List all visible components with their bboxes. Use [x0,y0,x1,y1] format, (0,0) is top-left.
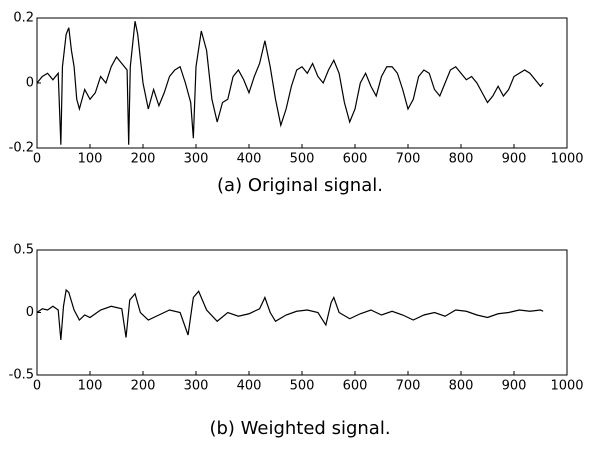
x-tick-label: 800 [449,152,474,167]
x-tick-label: 1000 [550,379,583,394]
x-tick-label: 200 [131,379,156,394]
x-tick-label: 700 [396,152,421,167]
plot-frame [36,249,568,376]
y-tick-label: 0.2 [13,11,34,26]
x-tick-label: 900 [502,152,527,167]
x-tick-label: 200 [131,152,156,167]
y-tick-label: 0 [26,305,34,320]
caption: (a) Original signal. [217,175,383,196]
y-tick-label: -0.2 [9,141,34,156]
x-tick-label: 1000 [550,152,583,167]
x-tick-label: 0 [33,379,41,394]
x-tick-label: 100 [78,152,103,167]
x-tick-label: 500 [290,379,315,394]
signal-line [36,21,544,145]
x-tick-label: 800 [449,379,474,394]
caption: (b) Weighted signal. [209,418,390,439]
x-tick-label: 400 [237,379,262,394]
x-tick-label: 100 [78,379,103,394]
y-tick-label: 0 [26,76,34,91]
x-tick-label: 600 [343,379,368,394]
x-tick-label: 500 [290,152,315,167]
x-tick-label: 700 [396,379,421,394]
x-tick-label: 300 [184,152,209,167]
x-tick-label: 0 [33,152,41,167]
signal-line [36,288,544,341]
plot-frame [36,17,568,149]
x-tick-label: 300 [184,379,209,394]
y-tick-label: -0.5 [9,368,34,383]
x-tick-label: 400 [237,152,262,167]
y-tick-label: 0.5 [13,243,34,258]
x-tick-label: 900 [502,379,527,394]
x-tick-label: 600 [343,152,368,167]
